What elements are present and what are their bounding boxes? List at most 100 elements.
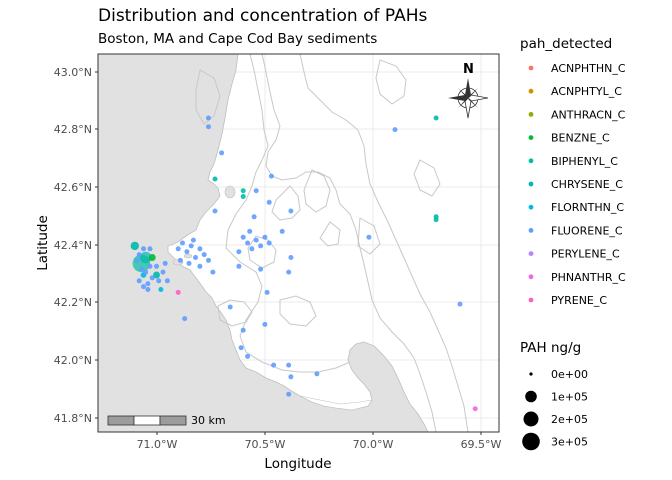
legend-key-dot	[528, 65, 534, 71]
legend-key-dot	[528, 274, 534, 280]
sample-point	[258, 266, 264, 272]
sample-point	[271, 362, 277, 368]
sample-point	[175, 289, 181, 295]
sample-point	[279, 228, 285, 234]
sample-point	[145, 287, 151, 292]
size-legend-label: 2e+05	[551, 413, 588, 426]
sample-point	[206, 257, 211, 263]
sample-point	[286, 269, 292, 275]
legend-label: PHNANTHR_C	[551, 271, 626, 284]
sample-point	[210, 269, 216, 275]
sample-point	[190, 237, 196, 243]
sample-point	[251, 214, 257, 220]
legend-label: ACNPHTYL_C	[551, 85, 622, 98]
legend-key-dot	[528, 297, 534, 303]
y-tick-label: 41.8°N	[54, 412, 92, 425]
sample-point	[136, 252, 142, 258]
sample-point	[141, 284, 146, 290]
sample-point	[247, 228, 253, 234]
scale-bar	[107, 415, 187, 426]
sample-point	[264, 289, 270, 295]
x-tick-label: 71.0°W	[137, 438, 178, 451]
sample-point	[433, 115, 439, 121]
x-tick-label: 70.5°W	[245, 438, 286, 451]
y-axis: 43.0°N 42.8°N 42.6°N 42.4°N 42.2°N 42.0°…	[54, 66, 98, 425]
sample-point	[268, 173, 274, 179]
sample-point	[153, 271, 160, 279]
sample-point	[147, 246, 153, 252]
size-legend-label: 0e+00	[551, 368, 588, 381]
x-axis: 71.0°W 70.5°W 70.0°W 69.5°W	[137, 432, 502, 451]
size-legend-label: 1e+05	[551, 391, 588, 404]
sample-point	[147, 263, 153, 269]
sample-point	[182, 316, 188, 322]
sample-point	[245, 353, 251, 359]
north-arrow	[448, 78, 489, 119]
sample-point	[201, 252, 207, 258]
sample-point	[145, 281, 151, 287]
x-axis-title: Longitude	[264, 456, 331, 472]
sample-point	[180, 240, 185, 246]
legend-key-dot	[528, 251, 534, 256]
sample-point	[266, 199, 272, 205]
sample-point	[240, 194, 246, 199]
legend-key-dot	[528, 112, 534, 117]
size-legend-dot	[529, 372, 533, 376]
chart-subtitle: Boston, MA and Cape Cod Bay sediments	[98, 31, 377, 47]
sample-point	[186, 260, 192, 266]
sample-point	[253, 188, 259, 194]
sample-point	[139, 251, 152, 264]
sample-points	[130, 115, 478, 412]
sample-point	[154, 263, 159, 269]
sample-point	[262, 321, 268, 327]
sample-point	[138, 266, 144, 272]
sample-point	[130, 241, 139, 251]
y-tick-label: 43.0°N	[54, 66, 92, 79]
sample-point	[288, 255, 294, 260]
legend-key-dot	[528, 135, 534, 141]
sample-point	[258, 243, 264, 249]
size-legend: PAH ng/g 0e+00 1e+05 2e+05 3e+05	[520, 340, 588, 451]
y-tick-label: 42.8°N	[54, 123, 92, 136]
sample-point	[177, 257, 183, 263]
size-legend-dot	[525, 390, 537, 403]
sample-point	[143, 269, 149, 275]
sample-point	[141, 246, 146, 252]
y-tick-label: 42.4°N	[54, 239, 92, 252]
sample-point	[206, 124, 211, 130]
legend-label: BENZNE_C	[551, 132, 610, 145]
cape-cod-bay-inner	[299, 395, 373, 411]
map-panel: N 30 km	[97, 53, 500, 433]
sample-point	[266, 240, 272, 246]
y-tick-label: 42.6°N	[54, 181, 92, 194]
sample-point	[245, 240, 251, 246]
sample-point	[188, 243, 194, 249]
size-legend-dot	[523, 411, 539, 427]
legend-key-dot	[528, 181, 534, 187]
bathymetry-contours	[195, 53, 469, 433]
legend-key-dot	[528, 228, 534, 233]
sample-point	[238, 345, 244, 351]
sample-point	[136, 278, 142, 284]
legend-label: PERYLENE_C	[551, 248, 620, 261]
sample-point	[236, 263, 242, 269]
sample-point	[249, 246, 255, 252]
sample-point	[160, 269, 166, 275]
sample-point	[457, 301, 463, 307]
legend-key-dot	[528, 158, 534, 164]
sample-point	[286, 362, 292, 368]
sample-point	[366, 234, 372, 240]
sample-point	[193, 255, 198, 260]
scale-label: 30 km	[191, 414, 226, 427]
sample-point	[149, 275, 155, 281]
sample-point	[212, 208, 218, 214]
sample-point	[240, 327, 246, 333]
color-legend: pah_detected ACNPHTHN_C ACNPHTYL_C ANTHRAC…	[520, 36, 626, 307]
legend-label: BIPHENYL_C	[551, 155, 618, 168]
y-tick-label: 42.2°N	[54, 296, 92, 309]
sample-point	[240, 234, 246, 240]
sample-point	[164, 278, 170, 284]
legend-label: PYRENE_C	[551, 294, 607, 307]
sample-point	[286, 391, 292, 397]
sample-point	[148, 254, 156, 261]
